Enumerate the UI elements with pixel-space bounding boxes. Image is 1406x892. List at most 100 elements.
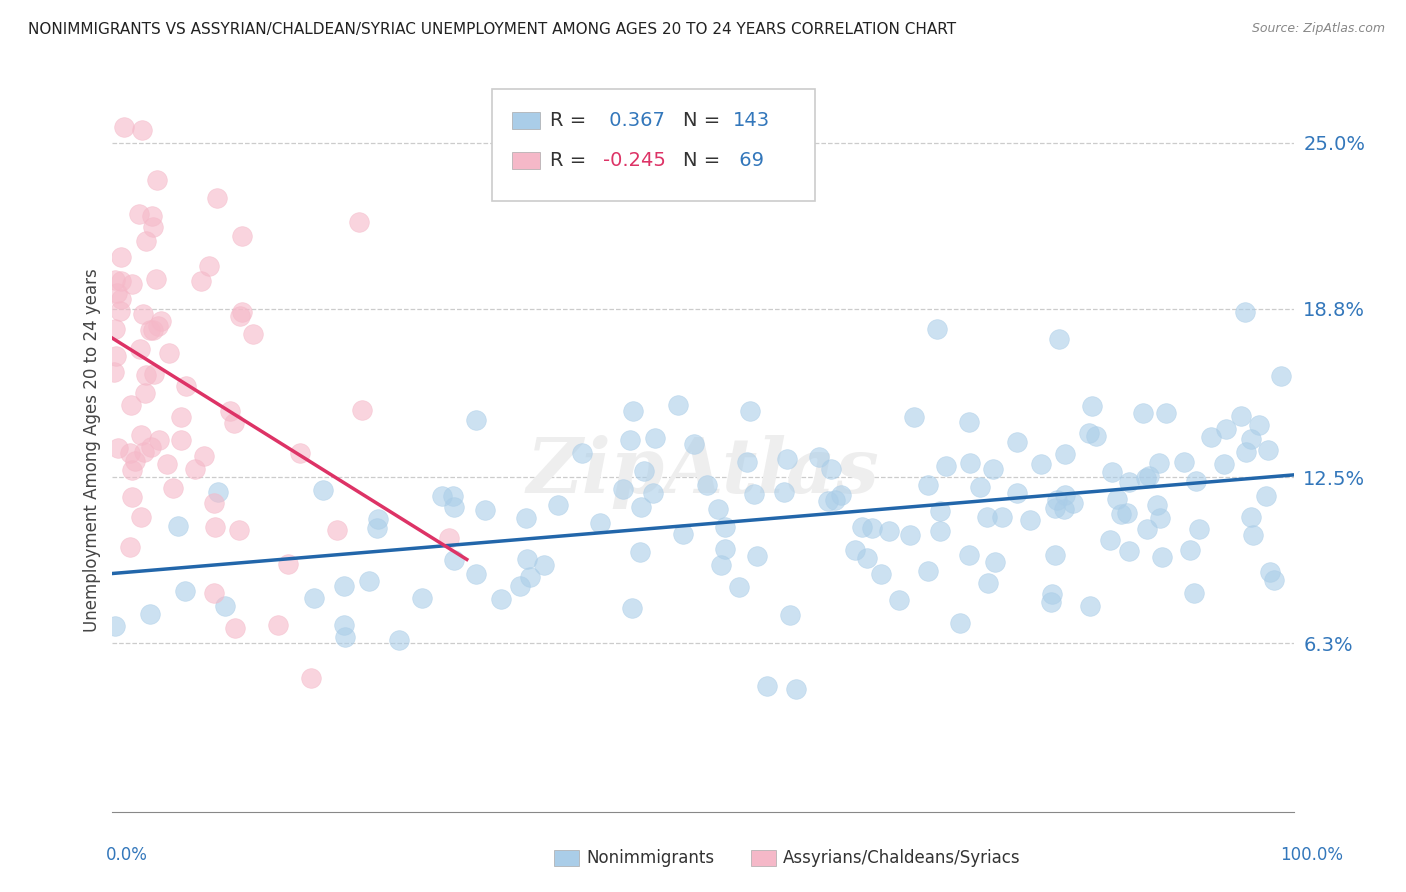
Text: 0.367: 0.367 [603,111,665,130]
Point [441,489,464,503]
Point [121,463,143,477]
Point [169,410,191,425]
Point [1136,522,1159,536]
Point [683,437,706,451]
Point [1062,496,1084,510]
Point [957,548,980,562]
Point [190,274,212,288]
Point [1240,432,1263,446]
Point [735,455,758,469]
Point [1147,455,1170,469]
Point [333,579,356,593]
Point [1107,492,1129,507]
Point [430,489,453,503]
Point [1007,435,1029,450]
Point [120,541,142,555]
Point [1182,585,1205,599]
Point [204,520,226,534]
Point [969,480,991,494]
Point [1053,488,1076,502]
Text: 69: 69 [733,151,763,170]
Point [129,342,152,356]
Point [352,402,374,417]
Text: R =: R = [550,151,592,170]
Point [621,403,644,417]
Point [644,431,666,445]
Point [411,591,433,605]
Point [1019,513,1042,527]
Point [714,520,737,534]
Point [290,446,312,460]
Point [740,403,762,417]
Point [1247,418,1270,433]
Point [1118,475,1140,490]
Text: R =: R = [550,111,592,130]
Point [139,607,162,622]
Point [326,523,349,537]
Point [742,486,765,500]
Point [1230,409,1253,423]
Point [202,586,225,600]
Point [1254,490,1277,504]
Point [464,566,486,581]
Point [143,367,166,381]
Point [228,523,250,537]
Point [207,191,229,205]
Point [516,551,538,566]
Point [148,433,170,447]
Point [630,500,652,514]
Point [1234,305,1257,319]
Point [110,250,132,264]
Point [903,410,925,425]
Point [174,584,197,599]
Point [824,492,846,507]
Point [856,551,879,566]
Point [267,618,290,632]
Point [110,274,132,288]
Point [844,543,866,558]
Point [773,485,796,500]
Point [149,314,172,328]
Point [104,322,127,336]
Point [135,234,157,248]
Point [877,524,900,538]
Point [1132,406,1154,420]
Point [184,462,207,476]
Point [1258,566,1281,580]
Point [148,318,170,333]
Point [121,277,143,292]
Point [129,510,152,524]
Text: Nonimmigrants: Nonimmigrants [586,849,714,867]
Point [1149,511,1171,525]
Y-axis label: Unemployment Among Ages 20 to 24 years: Unemployment Among Ages 20 to 24 years [83,268,101,632]
Point [131,122,153,136]
Point [898,528,921,542]
Point [643,486,665,500]
Point [1043,501,1066,516]
Point [218,404,240,418]
Point [519,570,541,584]
Point [983,555,1005,569]
Point [1146,498,1168,512]
Point [728,581,751,595]
Point [981,461,1004,475]
Point [820,461,842,475]
Point [367,512,389,526]
Point [1005,485,1028,500]
Point [299,671,322,685]
Point [889,593,911,607]
Text: -0.245: -0.245 [603,151,666,170]
Text: N =: N = [683,111,727,130]
Point [214,599,236,613]
Point [134,368,156,383]
Point [443,500,465,514]
Point [489,591,512,606]
Point [1039,595,1062,609]
Point [224,416,246,430]
Point [571,446,593,460]
Point [1116,506,1139,520]
Point [619,433,641,447]
Point [128,207,150,221]
Point [103,365,125,379]
Point [207,485,229,500]
